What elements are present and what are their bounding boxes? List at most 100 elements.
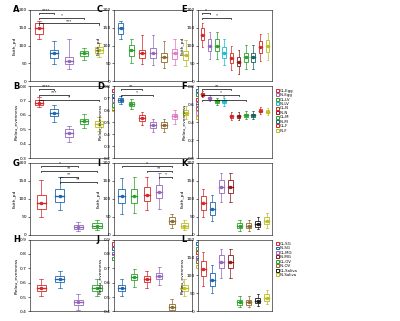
Bar [266,40,270,52]
Text: **: ** [67,167,71,171]
Bar [35,23,43,34]
Bar [131,274,137,280]
Text: *: * [205,8,207,12]
Bar [251,53,255,62]
Bar [181,285,188,291]
Y-axis label: Pielou_evenness: Pielou_evenness [14,257,18,294]
Bar [156,273,162,279]
Bar [237,223,242,228]
Text: **: ** [129,85,134,89]
Bar [92,285,102,291]
Bar [140,115,145,121]
Text: ***: *** [51,90,57,94]
Bar [129,45,134,56]
Text: *: * [136,90,138,94]
Bar [181,223,188,228]
Y-axis label: Faith_pd: Faith_pd [180,36,184,55]
Bar [172,49,177,59]
Text: G: G [13,159,20,168]
Text: *: * [68,96,70,100]
Bar [201,196,206,210]
Bar [144,187,150,201]
Bar [74,299,83,305]
Bar [55,189,64,203]
Bar [183,110,188,115]
Bar [200,93,204,96]
Text: ****: **** [42,8,51,12]
Text: K: K [182,159,188,168]
Bar [237,57,240,66]
Bar [118,189,125,203]
Bar [35,100,43,105]
Bar [246,300,251,305]
Bar [228,255,233,268]
Bar [258,109,262,112]
Bar [80,118,88,124]
Y-axis label: Faith_pd: Faith_pd [96,36,100,55]
Bar [219,255,224,268]
Bar [228,180,233,194]
Bar [65,129,73,137]
Bar [244,114,248,117]
Text: B: B [13,82,19,91]
Bar [251,114,255,117]
Bar [50,50,58,58]
Bar [74,225,83,229]
Bar [95,47,103,53]
Bar [92,223,102,228]
Bar [258,41,262,53]
Bar [144,276,150,282]
Bar [201,261,206,276]
Bar [129,101,134,106]
Bar [266,110,270,113]
Bar [183,51,188,60]
Bar [244,53,248,62]
Text: ***: *** [66,19,72,23]
Text: F: F [182,82,187,91]
Text: **: ** [76,178,80,182]
Bar [237,115,240,117]
Bar [36,195,46,209]
Y-axis label: Faith_pd: Faith_pd [180,190,184,208]
Y-axis label: Pielou_evenness: Pielou_evenness [180,257,184,294]
Text: D: D [97,82,104,91]
Bar [131,189,137,203]
Text: *: * [146,161,148,165]
Text: ****: **** [42,85,51,89]
Text: I: I [97,159,100,168]
Bar [208,39,212,51]
Text: **: ** [67,172,71,176]
Bar [215,100,219,103]
Bar [118,285,125,291]
Text: *: * [220,90,222,94]
Bar [140,50,145,58]
Bar [246,223,251,228]
Y-axis label: Pielou_evenness: Pielou_evenness [14,104,18,140]
Bar [255,298,260,303]
Bar [156,185,162,198]
Y-axis label: Pielou_evenness: Pielou_evenness [98,104,102,140]
Bar [161,122,166,127]
Bar [50,109,58,116]
Bar [230,53,233,63]
Text: A: A [13,5,19,14]
Text: **: ** [157,167,162,171]
Legend: SG, MG, OV, Saliva: SG, MG, OV, Saliva [112,242,131,261]
Legend: CL-Egg, IN-Egg, CL-LV, IN-LV, CL-N, IN-N, CL-M, IN-M, CL-F, IN-F: CL-Egg, IN-Egg, CL-LV, IN-LV, CL-N, IN-N… [276,88,294,133]
Text: *: * [223,96,225,100]
Bar [222,100,226,103]
Text: **: ** [215,85,219,89]
Bar [264,218,269,224]
Text: *: * [216,13,218,18]
Bar [237,300,242,305]
Y-axis label: Pielou_evenness: Pielou_evenness [98,257,102,294]
Y-axis label: Faith_pd: Faith_pd [12,36,16,55]
Bar [55,276,64,282]
Bar [210,203,215,215]
Bar [65,57,73,64]
Bar [150,122,156,128]
Bar [208,97,212,99]
Legend: UF-SG, PF-SG, UF-MG, PF-MG, PF-OV, Saliva: UF-SG, PF-SG, UF-MG, PF-MG, PF-OV, Saliv… [196,242,215,269]
Bar [169,218,175,224]
Y-axis label: Pielou_evenness: Pielou_evenness [182,104,186,140]
